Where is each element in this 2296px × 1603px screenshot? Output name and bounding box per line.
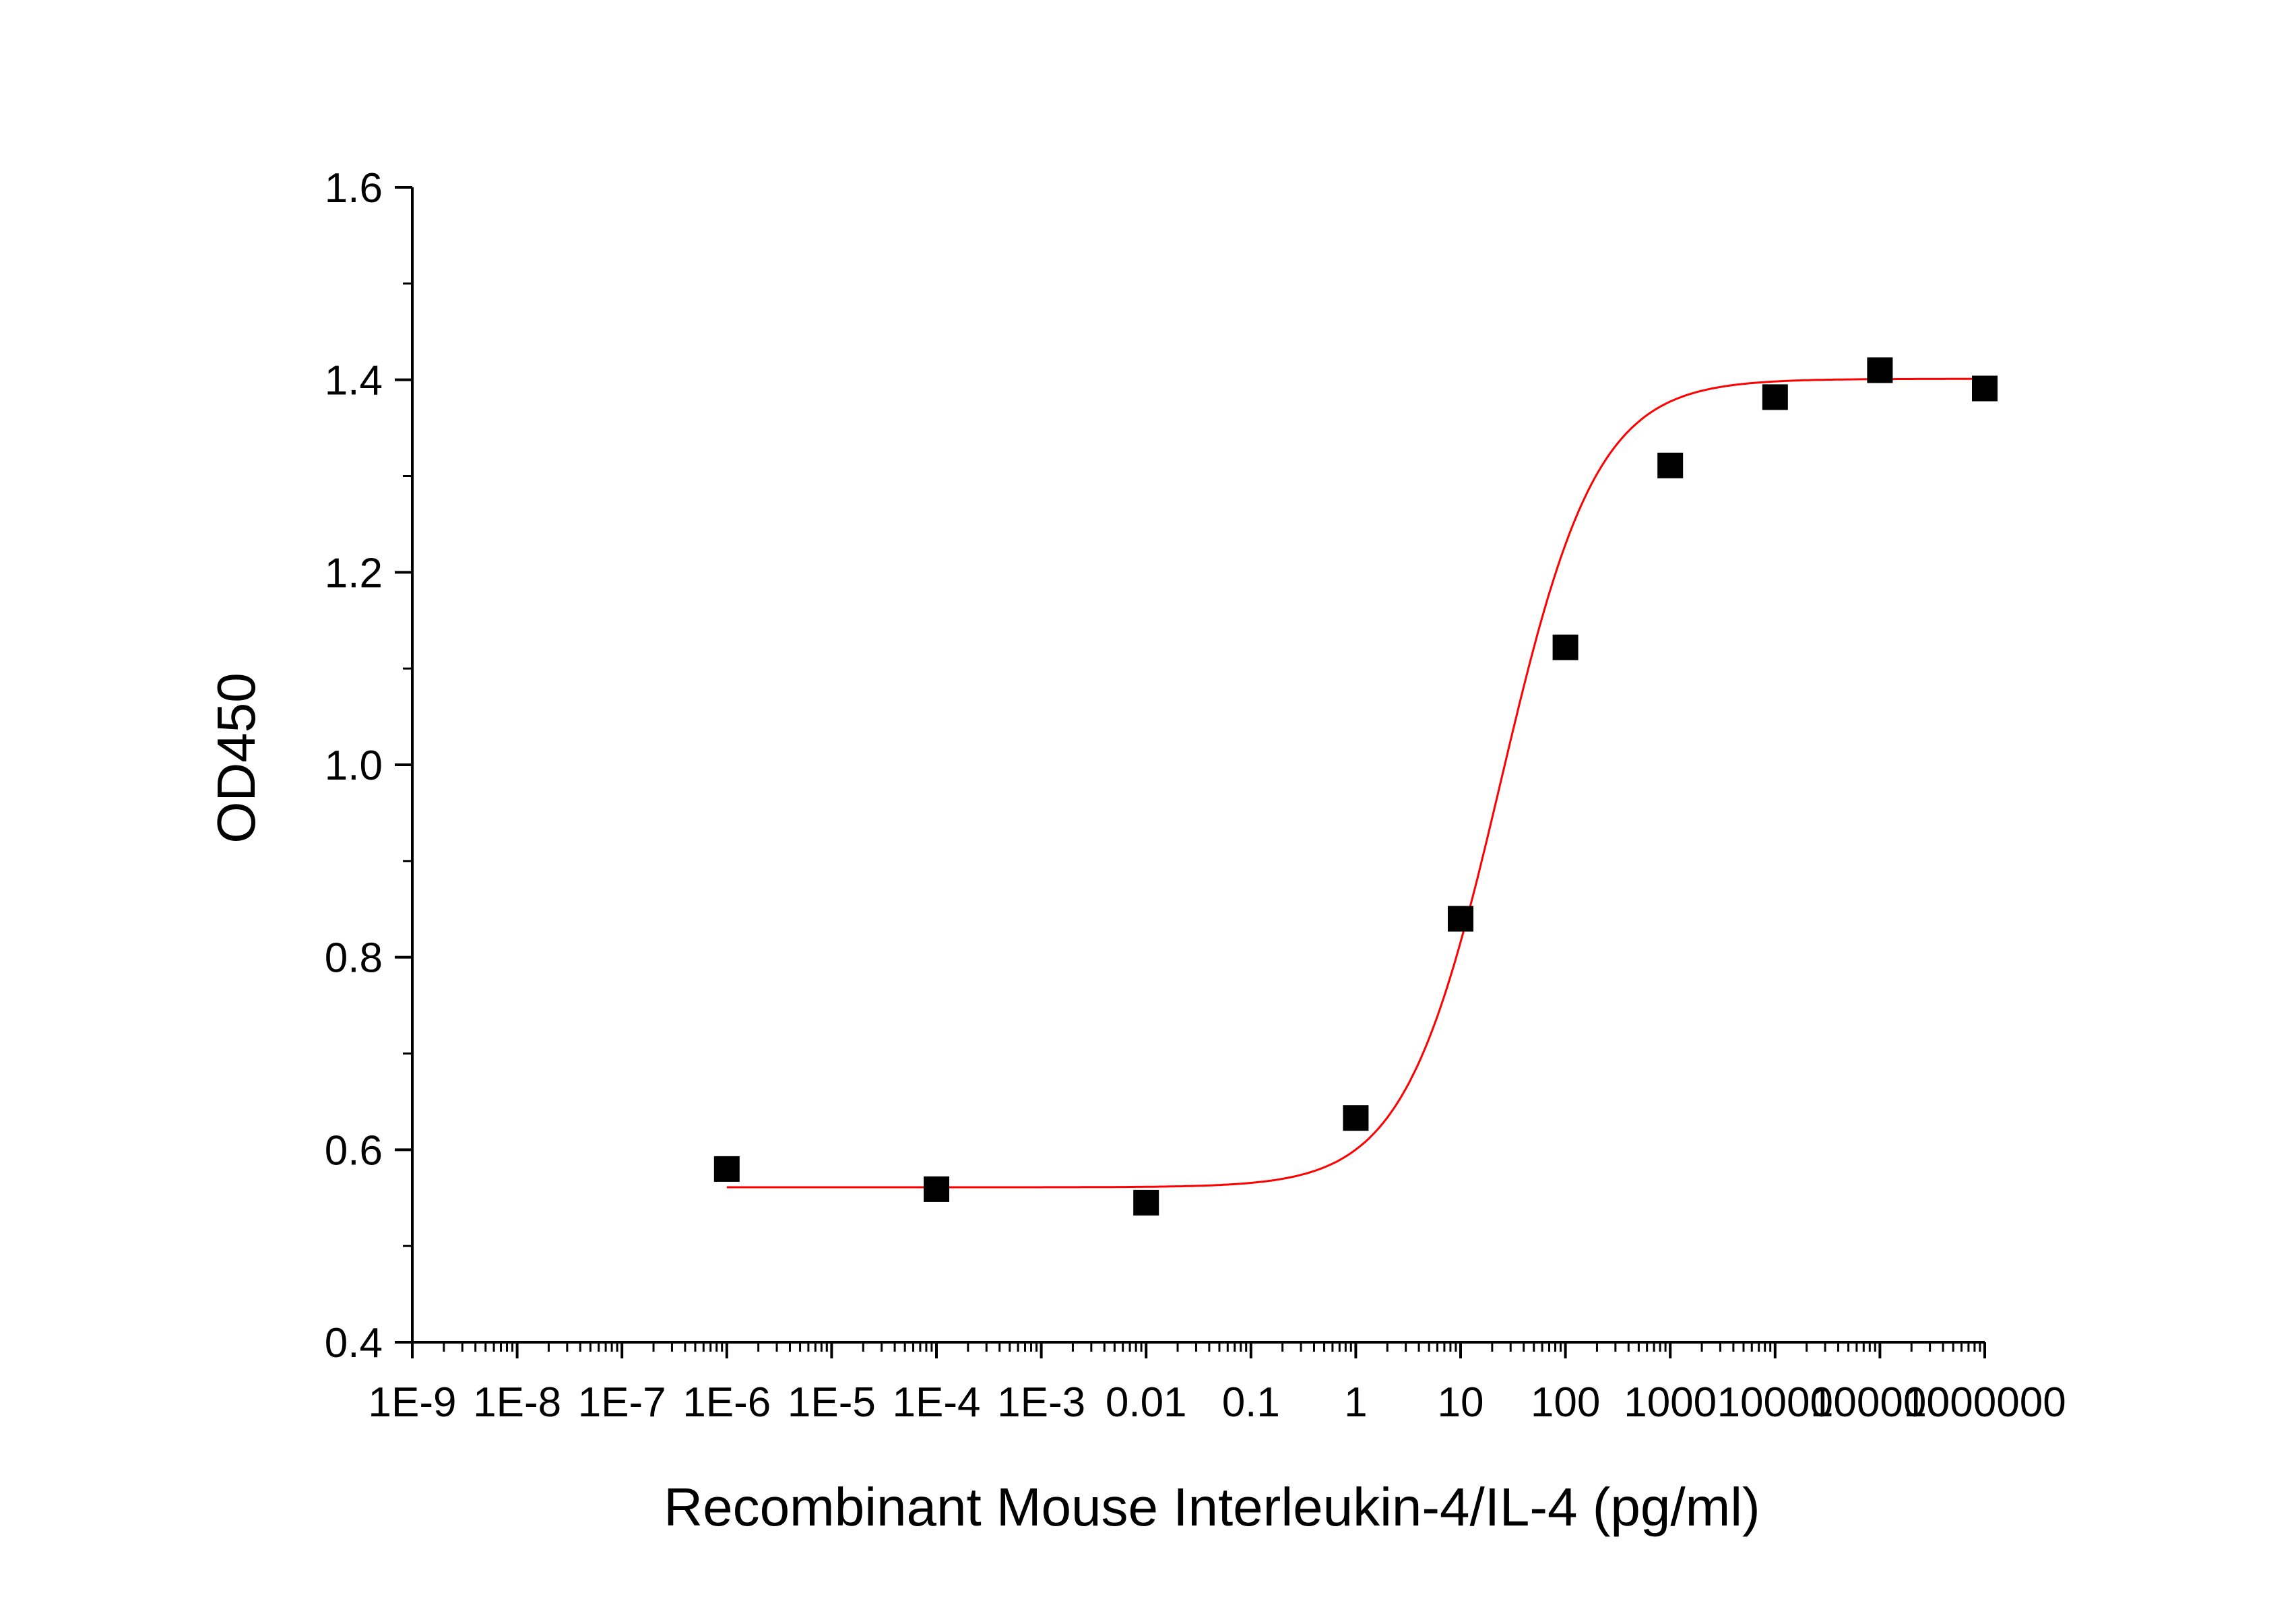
x-tick-label: 10000 [1717, 1379, 1833, 1426]
x-tick-label: 1E-4 [893, 1379, 981, 1426]
data-point [1343, 1105, 1369, 1131]
x-tick-label: 1000000 [1903, 1379, 2066, 1426]
x-tick-label: 1E-6 [682, 1379, 771, 1426]
y-tick-label: 0.8 [325, 935, 383, 982]
y-tick-label: 1.4 [325, 358, 383, 404]
x-tick-label: 1 [1344, 1379, 1367, 1426]
x-tick-label: 1E-5 [788, 1379, 876, 1426]
tick-labels: 0.4 0.6 0.8 1.0 1.2 1.4 1.6 1E-9 1E-8 1E-7 1E-6 1E-… [325, 165, 2066, 1426]
x-tick-label: 1E-7 [578, 1379, 666, 1426]
data-points [713, 357, 1998, 1216]
axes [411, 187, 1985, 1344]
data-point [1762, 384, 1788, 410]
data-point [1552, 634, 1578, 660]
x-tick-label: 1E-8 [473, 1379, 561, 1426]
y-tick-label: 1.0 [325, 743, 383, 789]
y-tick-label: 1.6 [325, 165, 383, 212]
data-point [1657, 452, 1684, 478]
x-tick-label: 0.01 [1106, 1379, 1187, 1426]
x-tick-label: 1E-3 [997, 1379, 1085, 1426]
data-point [1448, 906, 1473, 932]
x-tick-label: 1000 [1624, 1379, 1717, 1426]
y-axis-title: OD450 [206, 672, 266, 843]
data-point [1867, 357, 1893, 383]
ticks [395, 186, 1986, 1358]
x-tick-label: 10 [1438, 1379, 1484, 1426]
data-point [924, 1176, 949, 1202]
x-tick-label: 100 [1531, 1379, 1600, 1426]
y-tick-label: 0.4 [325, 1320, 383, 1366]
data-point [1133, 1189, 1159, 1216]
data-point [713, 1156, 740, 1182]
x-tick-label: 1E-9 [369, 1379, 457, 1426]
y-tick-label: 0.6 [325, 1127, 383, 1174]
x-tick-label: 0.1 [1222, 1379, 1280, 1426]
fit-curve [726, 377, 1985, 1189]
y-tick-label: 1.2 [325, 550, 383, 596]
data-point [1972, 375, 1998, 402]
x-axis-title: Recombinant Mouse Interleukin-4/IL-4 (pg… [664, 1477, 1760, 1537]
x-tick-label: 100000 [1810, 1379, 1950, 1426]
